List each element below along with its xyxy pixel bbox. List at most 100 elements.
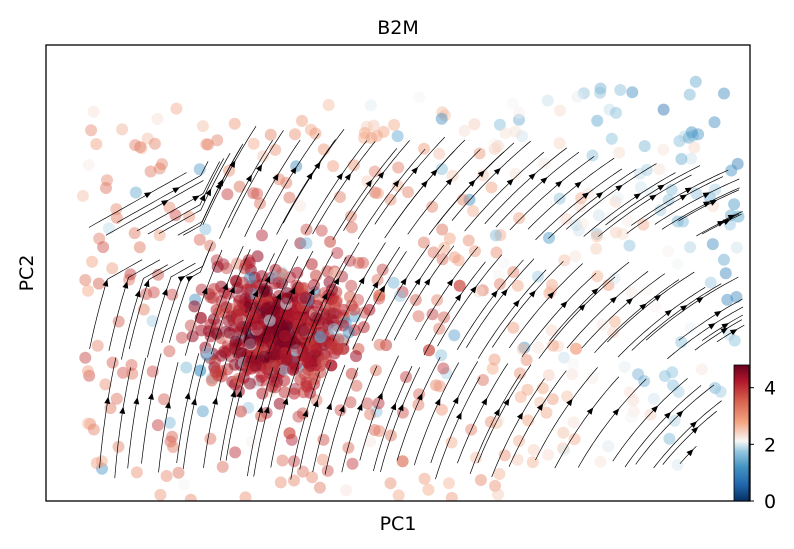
data-point (340, 484, 353, 497)
data-point (344, 396, 357, 409)
data-point (586, 372, 599, 384)
streamline (509, 263, 583, 349)
data-point (412, 310, 425, 323)
data-point (658, 370, 671, 382)
streamline-arrowhead (493, 408, 500, 417)
data-point (438, 311, 450, 324)
streamline-arrowhead (358, 276, 365, 285)
streamline (128, 259, 184, 350)
data-point (204, 291, 217, 304)
streamline-arrowhead (581, 192, 590, 199)
data-point (373, 425, 386, 437)
streamline-arrowhead (676, 410, 684, 418)
streamline-arrowhead (709, 199, 718, 206)
data-point (352, 256, 365, 269)
data-point (721, 293, 734, 306)
data-point (279, 350, 292, 363)
data-point (586, 372, 599, 384)
data-point (325, 342, 338, 355)
data-point (685, 152, 697, 165)
streamline-arrowhead (161, 200, 169, 207)
data-point (682, 131, 695, 144)
data-point (151, 112, 164, 125)
streamline-arrowhead (455, 412, 462, 420)
data-point (309, 127, 322, 140)
data-point (128, 227, 141, 240)
data-point (297, 386, 310, 399)
streamline-arrowhead (400, 277, 407, 286)
data-point (665, 183, 678, 196)
data-point (211, 260, 224, 273)
data-point (324, 235, 337, 248)
streamline (204, 245, 244, 352)
data-point (445, 436, 458, 449)
data-point (294, 199, 307, 212)
streamline-arrowhead (102, 279, 109, 287)
data-point (492, 414, 505, 427)
streamline-arrowhead (201, 287, 208, 295)
data-point (384, 429, 397, 442)
data-point (452, 254, 465, 267)
streamline-arrowhead (411, 166, 419, 175)
streamline (456, 259, 524, 350)
data-point (426, 200, 439, 213)
data-point (663, 432, 676, 445)
data-point (124, 268, 137, 281)
data-point (251, 187, 264, 200)
colorbar-gradient (734, 365, 749, 501)
data-point (662, 194, 675, 206)
streamline-arrowhead (222, 282, 228, 291)
data-point (300, 223, 313, 236)
data-point (458, 124, 471, 137)
streamline (182, 359, 206, 469)
data-point (704, 276, 717, 289)
data-point (627, 394, 640, 407)
streamline-arrowhead (547, 291, 555, 299)
streamline (176, 353, 200, 464)
streamline-arrowhead (477, 170, 485, 178)
streamline (220, 351, 247, 461)
streamline (631, 283, 722, 351)
data-point (673, 135, 686, 148)
data-point (380, 339, 393, 352)
data-point (689, 75, 702, 88)
data-point (233, 180, 246, 193)
streamline-arrowhead (143, 279, 150, 288)
data-point (609, 195, 622, 208)
data-point (228, 338, 241, 351)
streamline-arrowhead (344, 173, 352, 181)
streamline (299, 361, 332, 470)
streamline (679, 446, 697, 465)
streamline-arrowhead (574, 181, 582, 189)
data-point (489, 479, 502, 492)
data-point (473, 147, 486, 160)
streamline-arrowhead (653, 294, 662, 302)
data-point (719, 267, 732, 280)
data-point (730, 241, 743, 254)
data-point (634, 181, 647, 194)
data-point (202, 138, 214, 151)
data-point (572, 224, 585, 237)
data-point (516, 130, 528, 143)
data-point (675, 153, 688, 165)
streamline-arrowhead (397, 403, 404, 412)
streamline-arrowhead (702, 192, 711, 199)
data-point (283, 427, 296, 440)
data-point (350, 350, 362, 363)
data-point (668, 414, 681, 427)
streamline-arrowhead (119, 406, 126, 415)
streamline-arrowhead (649, 194, 657, 201)
colorbar-tick-label: 2 (764, 434, 776, 456)
data-point (509, 125, 522, 138)
data-point (435, 163, 448, 176)
data-point (283, 310, 296, 323)
data-point (540, 406, 553, 419)
data-point (283, 427, 296, 440)
data-point (166, 288, 179, 301)
data-point (175, 331, 188, 344)
y-axis-label: PC2 (16, 255, 38, 292)
streamline-arrowhead (503, 398, 510, 406)
streamline-arrowhead (392, 179, 400, 188)
streamline (667, 306, 744, 360)
